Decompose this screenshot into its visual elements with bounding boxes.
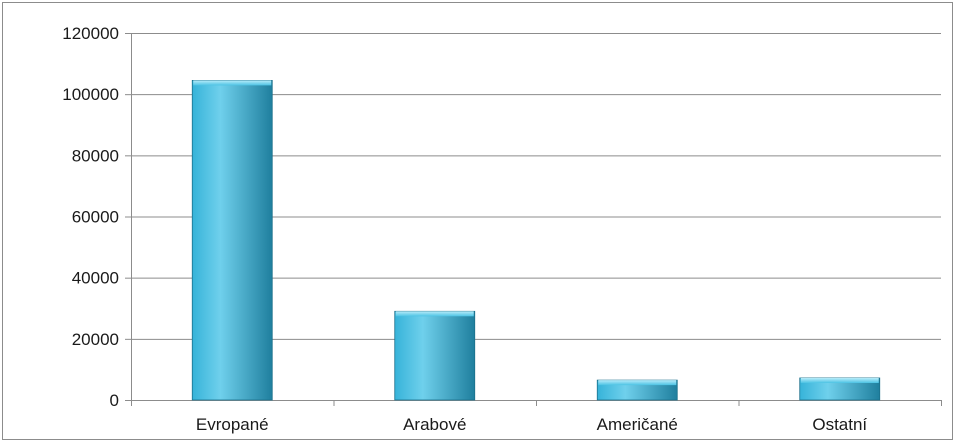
x-category-labels: Evropané Arabové Američané Ostatní [196, 415, 868, 434]
x-category-label: Ostatní [812, 415, 867, 434]
axes [125, 33, 942, 406]
y-tick-label: 0 [110, 391, 119, 410]
y-tick-label: 120000 [62, 24, 119, 43]
bar-cap [598, 380, 677, 386]
y-tick-label: 80000 [72, 146, 119, 165]
y-tick-label: 60000 [72, 208, 119, 227]
bar-3 [799, 377, 881, 401]
bar-1 [394, 310, 476, 401]
bar-cap [193, 80, 272, 86]
y-tick-label: 100000 [62, 85, 119, 104]
y-tick-labels: 0 20000 40000 60000 80000 100000 120000 [62, 24, 119, 410]
x-category-label: Arabové [403, 415, 466, 434]
x-category-label: Američané [597, 415, 678, 434]
y-tick-label: 40000 [72, 269, 119, 288]
bar-0 [191, 80, 273, 401]
bar-body [191, 80, 273, 401]
y-tick-label: 20000 [72, 330, 119, 349]
bars [191, 80, 881, 401]
bar-body [394, 310, 476, 401]
bar-2 [596, 379, 678, 401]
x-category-label: Evropané [196, 415, 269, 434]
bar-cap [800, 377, 879, 383]
bar-cap [395, 311, 474, 317]
